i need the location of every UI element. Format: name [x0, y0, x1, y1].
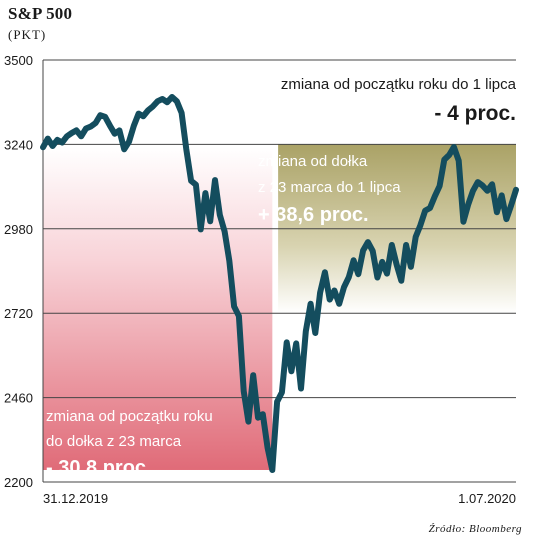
source-label: Źródło: Bloomberg: [428, 523, 522, 535]
annotation-from-low-line1: zmiana od dołka: [258, 153, 368, 170]
y-tick-label: 2720: [4, 306, 33, 321]
y-tick-label: 3240: [4, 137, 33, 152]
annotation-ytd-value: - 4 proc.: [434, 102, 516, 125]
annotation-to-low-line1: zmiana od początku roku: [46, 408, 213, 425]
line-chart: 3500 3240 2980 2720 2460 2200 31.12.2019 1.07…: [4, 53, 519, 506]
unit-label: (PKT): [8, 27, 47, 42]
y-tick-label: 3500: [4, 53, 33, 68]
annotation-to-low-line2: do dołka z 23 marca: [46, 433, 182, 450]
y-tick-label: 2460: [4, 391, 33, 406]
annotation-ytd-line1: zmiana od początku roku do 1 lipca: [281, 76, 517, 93]
annotation-from-low-line2: z 23 marca do 1 lipca: [258, 179, 401, 196]
x-tick-start: 31.12.2019: [43, 491, 108, 506]
annotation-to-low-value: - 30,8 proc.: [46, 457, 152, 479]
y-tick-label: 2200: [4, 475, 33, 490]
annotation-from-low-value: + 38,6 proc.: [258, 204, 369, 226]
series-line-sp500: [40, 94, 519, 473]
x-tick-end: 1.07.2020: [458, 491, 516, 506]
chart-title: S&P 500: [8, 4, 73, 23]
y-tick-label: 2980: [4, 222, 33, 237]
